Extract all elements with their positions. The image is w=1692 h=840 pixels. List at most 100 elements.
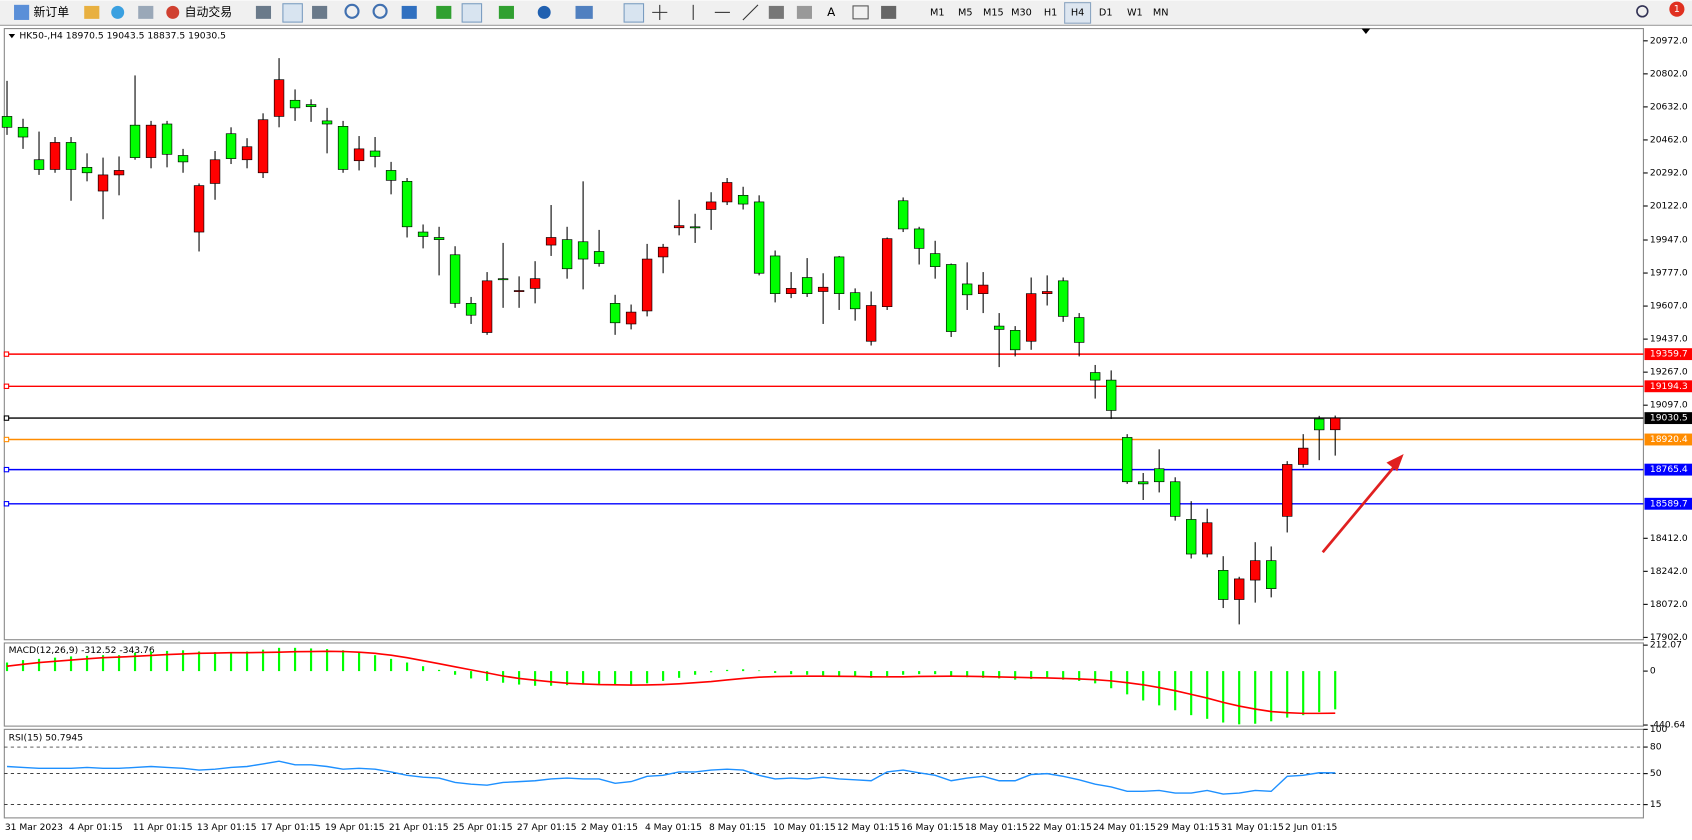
new-order-icon[interactable]: [14, 4, 30, 20]
y-tick-label: 80: [1650, 742, 1662, 753]
candle-body: [449, 254, 461, 304]
level-label: 19194.3: [1650, 381, 1688, 392]
signals-icon[interactable]: [138, 5, 154, 19]
macd-bar: [582, 671, 585, 685]
search-button[interactable]: [1636, 5, 1649, 18]
macd-bar: [774, 671, 777, 673]
y-tick-label: 19437.0: [1650, 334, 1688, 345]
y-tick-label: 19947.0: [1650, 235, 1688, 246]
macd-bar: [1222, 671, 1225, 723]
x-tick-label: 12 May 01:15: [837, 822, 900, 833]
macd-bar: [566, 671, 569, 686]
candle-body: [593, 251, 605, 264]
level-label: 19359.7: [1650, 349, 1688, 360]
zoom-in-button[interactable]: [344, 3, 360, 19]
tile-button[interactable]: [401, 5, 417, 19]
candle-body: [737, 194, 749, 205]
candle-chart-button[interactable]: [282, 3, 303, 23]
x-tick-label: 21 Apr 01:15: [389, 822, 449, 833]
notification-badge[interactable]: [1669, 1, 1685, 17]
macd-bar: [245, 651, 249, 672]
macd-bar: [758, 670, 761, 672]
y-tick-label: 19607.0: [1650, 301, 1688, 312]
macd-bar: [806, 671, 809, 675]
level-handle: [3, 351, 10, 357]
crosshair-button[interactable]: [652, 4, 668, 20]
macd-bar: [886, 671, 889, 678]
level-handle: [3, 466, 10, 473]
candle-body: [209, 159, 221, 184]
candle-body: [1202, 522, 1213, 555]
trendline-button[interactable]: [742, 4, 759, 21]
timeframe-button[interactable]: H4: [1071, 7, 1084, 18]
autoscroll-button[interactable]: [436, 5, 452, 19]
candle-body: [241, 146, 253, 161]
candle-body: [1057, 280, 1069, 317]
macd-bar: [982, 671, 985, 678]
macd-bar: [357, 652, 361, 672]
timeframe-button[interactable]: M30: [1011, 7, 1032, 18]
x-tick-label: 18 May 01:15: [965, 822, 1028, 833]
macd-bar: [1142, 671, 1145, 701]
indicators-button[interactable]: [498, 5, 514, 19]
auto-trading-icon[interactable]: [166, 5, 180, 19]
candle-body: [497, 278, 509, 281]
shift-button[interactable]: [461, 3, 483, 23]
candle-body: [1185, 519, 1197, 555]
x-tick-label: 22 May 01:15: [1029, 822, 1092, 833]
candle-body: [1137, 481, 1149, 485]
macd-bar: [790, 671, 793, 675]
macd-bar: [1046, 671, 1049, 679]
candle-body: [481, 280, 493, 333]
templates-button[interactable]: [575, 5, 593, 19]
line-chart-button[interactable]: [312, 5, 328, 19]
y-tick-label: 18072.0: [1650, 599, 1688, 610]
zoom-out-button[interactable]: [372, 3, 388, 19]
candle-body: [705, 201, 717, 210]
toolbar-buttons: 新订单 自动交易 A: [14, 1, 1685, 23]
main-chart-area: [3, 28, 1644, 641]
macd-bar: [421, 666, 425, 672]
candle-body: [785, 288, 797, 294]
x-tick-label: 24 May 01:15: [1093, 822, 1156, 833]
text-tool-button[interactable]: A: [827, 5, 836, 19]
macd-bar: [1302, 671, 1305, 716]
candle-body: [417, 231, 429, 237]
arrows-button[interactable]: [881, 5, 897, 19]
timeframe-button[interactable]: MN: [1153, 7, 1169, 18]
macd-bar: [53, 657, 57, 672]
bar-chart-button[interactable]: [255, 5, 272, 19]
y-tick-label: 20972.0: [1650, 35, 1688, 46]
macd-bar: [437, 669, 441, 672]
candle-body: [257, 119, 269, 174]
timeframe-button[interactable]: D1: [1099, 7, 1113, 18]
periods-button[interactable]: [537, 5, 551, 19]
level-label-box: [1644, 433, 1692, 446]
timeframe-button[interactable]: H1: [1044, 7, 1057, 18]
x-tick-label: 10 May 01:15: [773, 822, 836, 833]
level-label-box: [1644, 412, 1692, 425]
y-tick-label: 18412.0: [1650, 533, 1688, 544]
macd-bar: [149, 651, 153, 672]
x-tick-label: 2 Jun 01:15: [1285, 822, 1338, 833]
candle-body: [49, 142, 61, 170]
fibo-button[interactable]: [796, 5, 812, 19]
cursor-button[interactable]: [623, 3, 645, 23]
label-tool-button[interactable]: [852, 5, 869, 20]
candle-body: [913, 228, 925, 249]
channel-button[interactable]: [768, 5, 784, 19]
macd-bar: [550, 671, 553, 686]
history-icon[interactable]: [84, 5, 100, 19]
level-label-box: [1644, 380, 1692, 393]
level-label-box: [1644, 497, 1692, 510]
macd-bar: [710, 671, 713, 673]
timeframe-button[interactable]: M5: [958, 7, 973, 18]
timeframe-button[interactable]: M1: [930, 7, 945, 18]
market-icon[interactable]: [111, 5, 125, 19]
new-order-button[interactable]: 新订单: [33, 5, 69, 19]
auto-trading-button[interactable]: 自动交易: [185, 5, 232, 19]
timeframe-button[interactable]: M15: [983, 7, 1004, 18]
level-label: 18589.7: [1650, 498, 1688, 509]
timeframe-button[interactable]: W1: [1127, 7, 1143, 18]
